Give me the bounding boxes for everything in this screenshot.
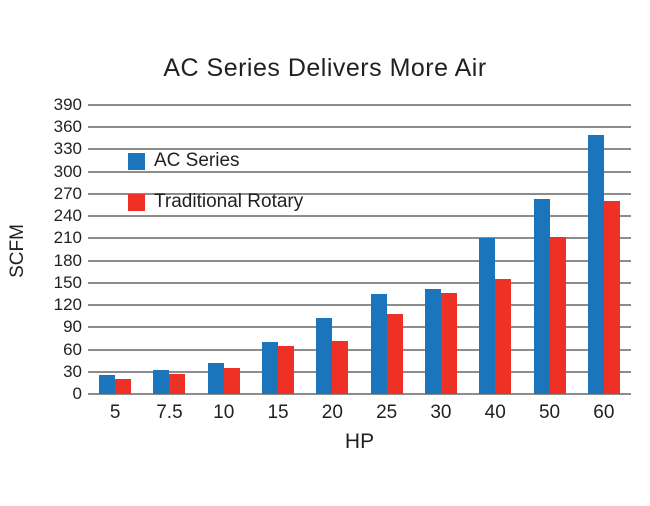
x-axis-label: HP	[344, 430, 375, 453]
bar-traditional-rotary-hp-50	[549, 236, 566, 394]
legend-item-traditional-rotary: Traditional Rotary	[128, 191, 304, 212]
x-tick-7.5: 7.5	[156, 402, 183, 423]
legend: AC Series Traditional Rotary	[128, 150, 304, 212]
gridline-240	[88, 215, 631, 218]
bar-ac-series-hp-30	[424, 288, 441, 394]
legend-label-traditional-rotary: Traditional Rotary	[154, 191, 304, 212]
bar-ac-series-hp-20	[316, 318, 333, 394]
y-tick-240: 240	[53, 206, 82, 226]
y-tick-60: 60	[63, 339, 82, 359]
gridline-60	[88, 348, 631, 351]
bar-traditional-rotary-hp-25	[386, 313, 403, 394]
y-tick-330: 330	[53, 139, 82, 159]
gridline-360	[88, 126, 631, 129]
legend-label-ac-series: AC Series	[154, 150, 240, 171]
bar-traditional-rotary-hp-5	[115, 379, 132, 394]
chart-title: AC Series Delivers More Air	[163, 54, 487, 82]
y-tick-390: 390	[53, 95, 82, 114]
x-tick-60: 60	[593, 402, 615, 423]
gridline-90	[88, 326, 631, 329]
gridline-330	[88, 148, 631, 151]
y-tick-30: 30	[63, 361, 82, 381]
x-tick-10: 10	[213, 402, 235, 423]
x-tick-25: 25	[376, 402, 398, 423]
bar-ac-series-hp-25	[370, 293, 387, 394]
y-tick-210: 210	[53, 228, 82, 248]
bar-traditional-rotary-hp-10	[223, 368, 240, 394]
x-tick-30: 30	[430, 402, 452, 423]
bar-ac-series-hp-15	[262, 342, 279, 394]
bar-ac-series-hp-10	[207, 362, 224, 394]
bar-ac-series-hp-7.5	[153, 369, 170, 394]
gridline-180	[88, 259, 631, 262]
bar-traditional-rotary-hp-60	[603, 201, 620, 394]
bar-traditional-rotary-hp-15	[278, 345, 295, 394]
bar-ac-series-hp-40	[479, 238, 496, 394]
bar-traditional-rotary-hp-20	[332, 340, 349, 394]
gridline-270	[88, 192, 631, 195]
gridline-30	[88, 370, 631, 373]
y-tick-360: 360	[53, 117, 82, 137]
legend-item-ac-series: AC Series	[128, 150, 303, 171]
x-tick-15: 15	[267, 402, 289, 423]
y-tick-270: 270	[53, 183, 82, 203]
bar-traditional-rotary-hp-30	[440, 293, 457, 394]
y-tick-0: 0	[72, 384, 82, 403]
bar-ac-series-hp-5	[99, 375, 116, 394]
bar-ac-series-hp-50	[533, 199, 550, 394]
y-tick-300: 300	[53, 161, 82, 181]
gridline-120	[88, 304, 631, 307]
gridline-210	[88, 237, 631, 240]
x-tick-20: 20	[321, 402, 343, 423]
y-tick-90: 90	[63, 317, 82, 337]
x-tick-40: 40	[484, 402, 506, 423]
x-tick-5: 5	[109, 402, 121, 423]
bar-traditional-rotary-hp-7.5	[169, 374, 186, 394]
y-tick-180: 180	[53, 250, 82, 270]
traditional-rotary-swatch-icon	[128, 193, 145, 211]
bar-ac-series-hp-60	[587, 134, 604, 394]
x-tick-50: 50	[538, 402, 561, 423]
gridline-0	[88, 393, 631, 395]
gridline-150	[88, 281, 631, 284]
bar-traditional-rotary-hp-40	[495, 279, 512, 394]
y-tick-120: 120	[53, 295, 82, 315]
gridline-300	[88, 170, 631, 173]
ac-series-swatch-icon	[128, 152, 145, 170]
gridline-390	[88, 104, 631, 106]
plot-area: AC Series Traditional Rotary	[88, 104, 631, 395]
y-tick-150: 150	[53, 272, 82, 292]
